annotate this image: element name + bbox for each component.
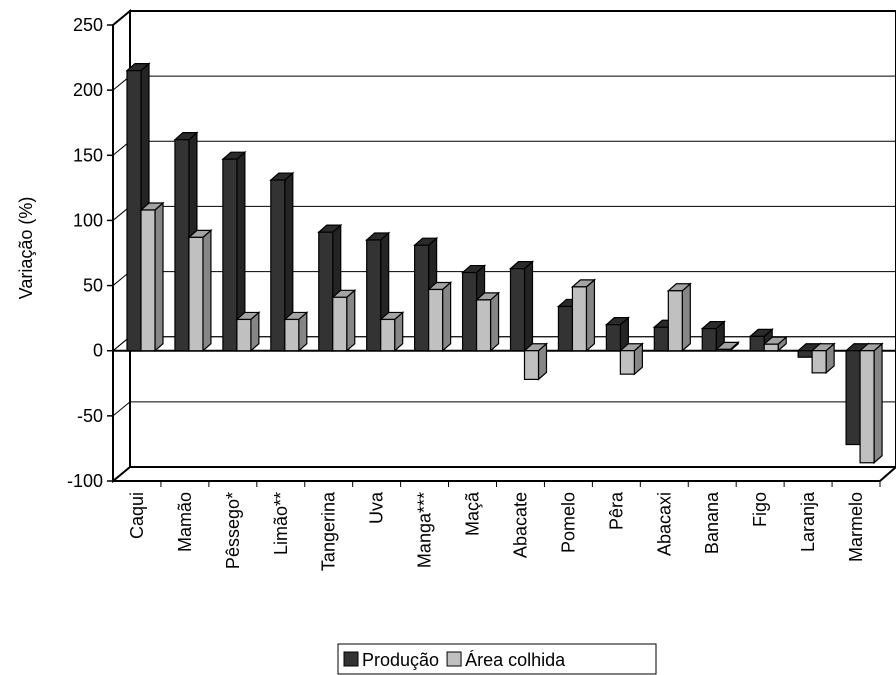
bar-front — [222, 158, 238, 352]
bar-front — [318, 231, 334, 352]
bar-side — [442, 281, 452, 353]
x-tick-label: Abacate — [510, 492, 530, 558]
bar — [187, 229, 213, 353]
bar — [700, 320, 726, 353]
bar-side — [681, 282, 691, 353]
bar — [269, 171, 295, 353]
bar-side — [154, 201, 164, 353]
bar-front — [475, 299, 492, 352]
legend-box — [337, 643, 657, 675]
bar — [618, 342, 644, 376]
grid-line — [112, 10, 131, 26]
bar-front — [701, 327, 717, 352]
bar-front — [859, 350, 875, 464]
x-tick-label: Limão** — [271, 492, 291, 555]
bar — [379, 311, 405, 353]
x-axis-bottom-depth — [879, 466, 896, 482]
bar-front — [619, 350, 635, 375]
y-tick-label: -100 — [67, 471, 103, 491]
bar — [604, 316, 630, 353]
x-tick-label: Maçã — [463, 491, 483, 536]
x-tick-label: Mamão — [175, 492, 195, 552]
bar-front — [811, 350, 827, 374]
bar — [331, 288, 357, 353]
x-tick-label: Tangerina — [319, 491, 339, 571]
x-tick-label: Pêssego* — [223, 492, 243, 569]
bar-front — [174, 139, 190, 352]
bar-front — [332, 296, 348, 352]
x-tick-label: Caqui — [127, 492, 147, 539]
bar-front — [284, 318, 300, 352]
bar-front — [236, 318, 252, 352]
grid-line — [112, 466, 131, 482]
bar-front — [428, 288, 444, 352]
bar — [235, 311, 261, 353]
legend: Produção Área colhida — [337, 643, 657, 675]
bar — [427, 281, 453, 353]
bar-front — [188, 236, 204, 352]
bar — [139, 201, 165, 353]
bar — [666, 282, 692, 353]
bar-front — [509, 268, 526, 352]
bar-front — [270, 179, 286, 352]
grid-line — [112, 401, 131, 417]
bar-front — [605, 324, 621, 352]
y-tick-label: -50 — [77, 406, 103, 426]
y-axis-label: Variação (%) — [16, 197, 36, 300]
bar-side — [489, 291, 500, 353]
bar-side — [346, 288, 356, 353]
x-tick-label: Abacaxi — [654, 492, 674, 556]
bar-front — [557, 305, 574, 352]
bar-front — [523, 350, 540, 380]
bar-side — [523, 260, 534, 353]
x-tick-label: Uva — [367, 491, 387, 524]
bar — [474, 291, 501, 353]
bar-side — [873, 342, 883, 465]
x-tick-label: Banana — [702, 491, 722, 554]
legend-label: Produção — [362, 650, 439, 670]
bar — [508, 260, 535, 353]
x-tick-label: Figo — [750, 492, 770, 527]
x-tick-label: Laranja — [798, 491, 818, 552]
bar — [522, 342, 549, 381]
y-tick-label: 250 — [73, 15, 103, 35]
bar-front — [380, 318, 396, 352]
bar-front — [845, 350, 861, 446]
y-tick-label: 50 — [83, 276, 103, 296]
bar — [283, 311, 309, 353]
bar-front — [140, 209, 156, 352]
x-tick-label: Marmelo — [846, 492, 866, 562]
y-tick-label: 100 — [73, 210, 103, 230]
bar — [810, 342, 836, 375]
legend-swatch — [446, 651, 462, 667]
x-tick-label: Pomelo — [558, 492, 578, 553]
bar-front — [653, 326, 669, 352]
x-tick-label: Manga*** — [415, 492, 435, 568]
bar-front — [749, 335, 765, 352]
bar-front — [366, 239, 382, 352]
bar-front — [667, 290, 683, 352]
y-tick-label: 0 — [93, 341, 103, 361]
bar-front — [126, 69, 142, 352]
bar-front — [763, 343, 779, 352]
legend-swatch — [343, 651, 359, 667]
x-tick-label: Pêra — [606, 491, 626, 530]
y-tick-label: 200 — [73, 80, 103, 100]
y-tick-label: 150 — [73, 145, 103, 165]
bar-front — [571, 286, 588, 352]
bar — [714, 341, 740, 353]
bar-front — [461, 271, 478, 352]
bar-side — [202, 229, 212, 353]
bar — [762, 335, 788, 353]
bar — [570, 278, 597, 353]
legend-label: Área colhida — [465, 650, 566, 670]
bar-front — [414, 244, 430, 352]
bar-side — [585, 278, 596, 353]
bar-front — [715, 348, 731, 352]
bar-front — [797, 350, 813, 358]
bar — [858, 342, 884, 465]
